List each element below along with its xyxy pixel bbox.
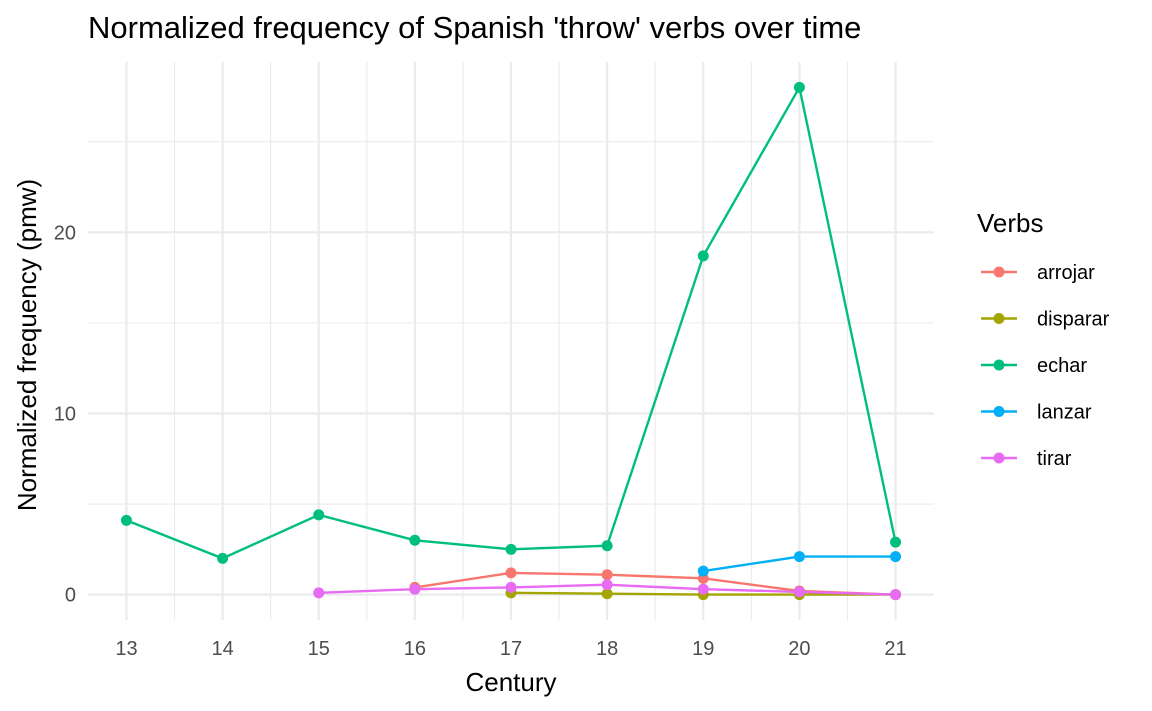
data-point-echar [697, 250, 709, 262]
data-point-tirar [601, 579, 613, 591]
data-point-tirar [890, 589, 902, 601]
y-axis-title: Normalized frequency (pmw) [12, 179, 42, 511]
x-tick-label: 13 [115, 638, 137, 660]
x-axis-title: Century [465, 667, 556, 697]
legend-key-point-tirar [993, 452, 1005, 464]
data-point-disparar [601, 588, 613, 600]
data-point-echar [409, 534, 421, 546]
data-point-tirar [697, 583, 709, 595]
x-tick-label: 17 [500, 638, 522, 660]
legend-label-echar: echar [1037, 355, 1087, 377]
data-point-lanzar [793, 551, 805, 563]
legend-label-disparar: disparar [1037, 309, 1110, 331]
data-point-tirar [505, 581, 517, 593]
x-tick-label: 18 [596, 638, 618, 660]
data-point-echar [313, 509, 325, 521]
legend-title: Verbs [977, 208, 1044, 238]
y-tick-label: 0 [65, 585, 76, 607]
legend-key-point-disparar [993, 313, 1005, 324]
data-point-arrojar [601, 569, 613, 581]
series-layer [120, 81, 902, 601]
x-tick-label: 19 [692, 638, 714, 660]
y-tick-label: 10 [54, 403, 76, 425]
grid [88, 62, 934, 620]
data-point-echar [120, 514, 132, 526]
legend-label-tirar: tirar [1037, 448, 1072, 470]
data-point-tirar [409, 583, 421, 595]
legend-label-lanzar: lanzar [1037, 402, 1092, 424]
data-point-lanzar [890, 551, 902, 563]
data-point-tirar [313, 587, 325, 599]
data-point-echar [601, 540, 613, 552]
x-tick-label: 15 [308, 638, 330, 660]
data-point-echar [793, 81, 805, 93]
y-tick-label: 20 [54, 222, 76, 244]
axis-ticks: 0 10 20 13 14 15 16 17 18 19 20 21 [54, 222, 907, 660]
x-tick-label: 20 [788, 638, 810, 660]
data-point-lanzar [697, 565, 709, 577]
chart-title: Normalized frequency of Spanish 'throw' … [88, 10, 861, 45]
legend-key-point-arrojar [993, 266, 1005, 278]
legend-label-arrojar: arrojar [1037, 262, 1095, 284]
data-point-echar [890, 536, 902, 548]
legend: Verbs arrojar disparar echar lanzar tirar [977, 208, 1110, 470]
x-tick-label: 14 [211, 638, 233, 660]
data-point-tirar [793, 586, 805, 598]
data-point-arrojar [505, 567, 517, 579]
x-tick-label: 21 [884, 638, 906, 660]
x-tick-label: 16 [404, 638, 426, 660]
legend-key-point-echar [993, 359, 1005, 371]
legend-key-point-lanzar [993, 406, 1005, 417]
data-point-echar [217, 552, 229, 564]
data-point-echar [505, 543, 517, 555]
